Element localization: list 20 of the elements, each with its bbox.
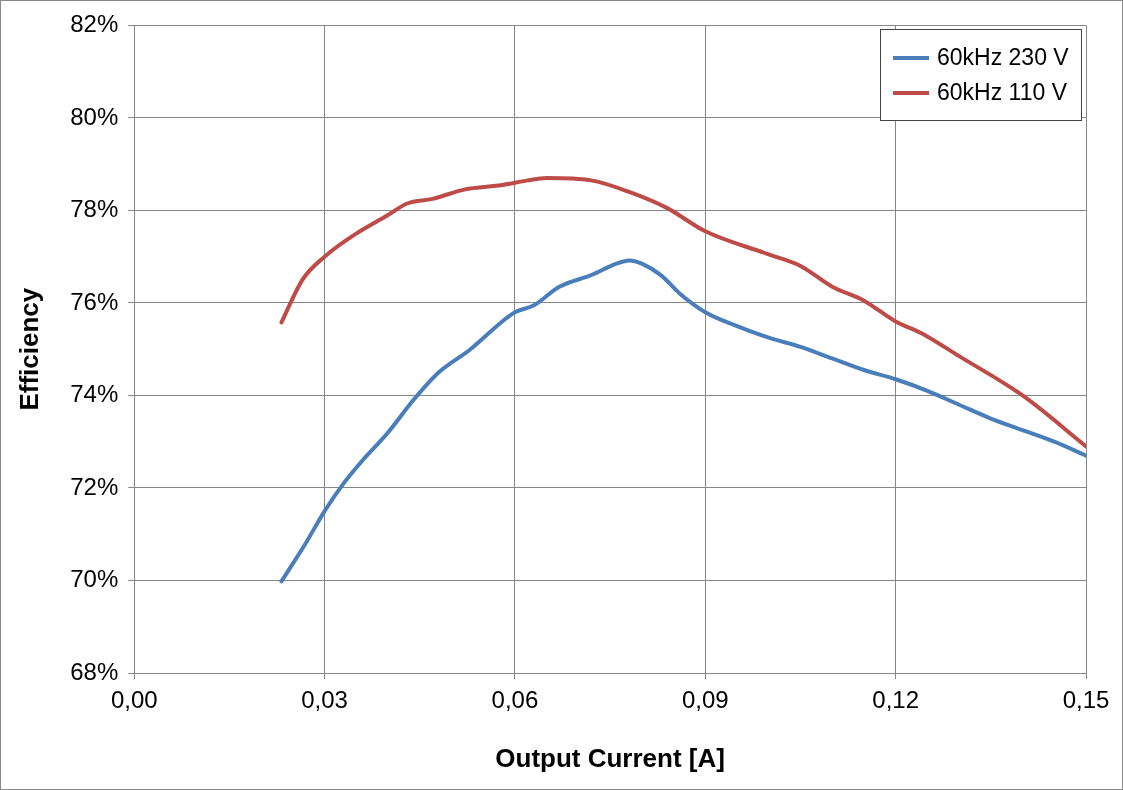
y-tick-label: 68%: [70, 657, 119, 685]
y-tick-label: 80%: [70, 102, 119, 130]
y-tick-label: 70%: [70, 565, 119, 593]
x-tick-label: 0,06: [491, 686, 539, 714]
x-tick-label: 0,09: [681, 686, 729, 714]
y-tick-label: 82%: [70, 10, 119, 38]
line-series: [279, 258, 1086, 584]
y-tick-label: 74%: [70, 380, 119, 408]
y-tick-label: 76%: [70, 287, 119, 315]
x-axis-title: Output Current [A]: [495, 742, 725, 773]
line-series: [279, 176, 1086, 449]
x-tick-label: 0,00: [110, 686, 158, 714]
x-tick-label: 0,12: [872, 686, 920, 714]
y-axis-title: Efficiency: [13, 287, 44, 411]
y-tick-label: 72%: [70, 472, 119, 500]
legend-label: 60kHz 230 V: [937, 44, 1069, 72]
x-tick-label: 0,03: [301, 686, 348, 714]
y-tick-label: 78%: [70, 195, 119, 223]
x-tick-label: 0,15: [1062, 686, 1110, 714]
legend-label: 60kHz 110 V: [937, 79, 1067, 107]
